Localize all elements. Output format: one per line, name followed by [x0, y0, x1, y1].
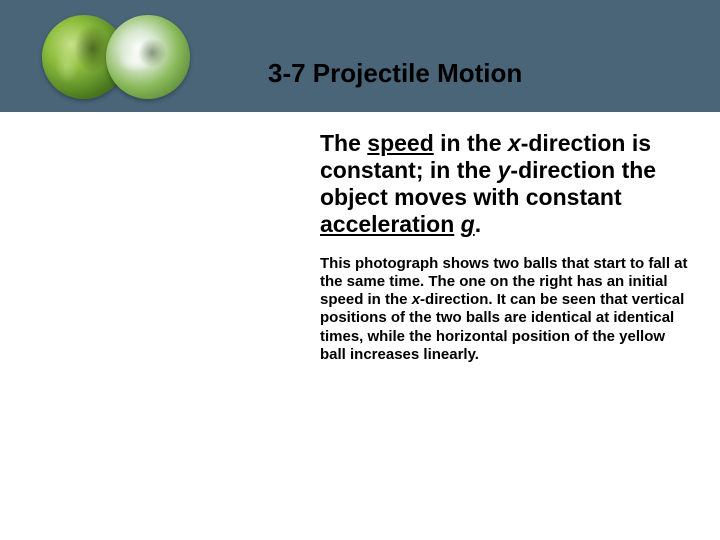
italic-y: y [498, 157, 511, 183]
slide-title: 3-7 Projectile Motion [268, 58, 522, 89]
text: in the [434, 130, 508, 156]
italic-x: x [412, 291, 420, 308]
underlined-speed: speed [367, 130, 433, 156]
caption-text: This photograph shows two balls that sta… [320, 255, 692, 365]
italic-x: x [508, 130, 521, 156]
slide-header: 3-7 Projectile Motion [0, 0, 720, 112]
text: . [475, 211, 481, 237]
logo [42, 12, 252, 102]
main-statement: The speed in the x-direction is constant… [320, 130, 692, 239]
text: The [320, 130, 367, 156]
italic-g: g [461, 211, 475, 237]
underlined-acceleration: acceleration [320, 211, 454, 237]
slide-content: The speed in the x-direction is constant… [320, 130, 692, 364]
logo-right-leaf-icon [106, 15, 190, 99]
